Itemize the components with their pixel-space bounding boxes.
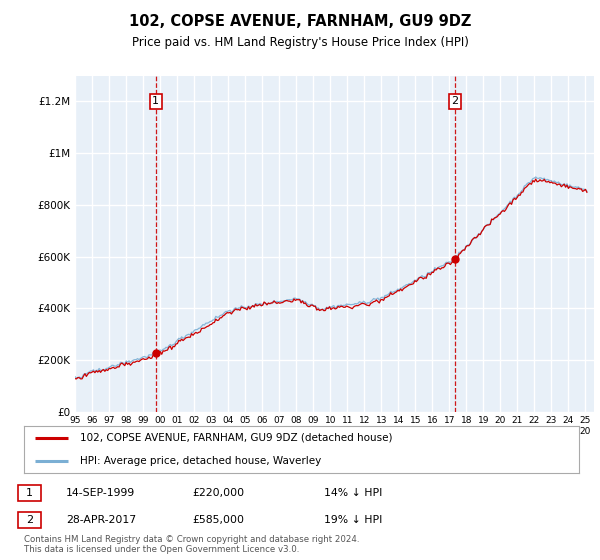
Text: 102, COPSE AVENUE, FARNHAM, GU9 9DZ: 102, COPSE AVENUE, FARNHAM, GU9 9DZ [129, 14, 471, 29]
Text: £585,000: £585,000 [192, 515, 244, 525]
Text: £220,000: £220,000 [192, 488, 244, 498]
Text: HPI: Average price, detached house, Waverley: HPI: Average price, detached house, Wave… [79, 456, 321, 466]
Text: 1: 1 [152, 96, 160, 106]
Text: 102, COPSE AVENUE, FARNHAM, GU9 9DZ (detached house): 102, COPSE AVENUE, FARNHAM, GU9 9DZ (det… [79, 432, 392, 442]
Text: Price paid vs. HM Land Registry's House Price Index (HPI): Price paid vs. HM Land Registry's House … [131, 36, 469, 49]
Text: 2: 2 [451, 96, 458, 106]
Text: 28-APR-2017: 28-APR-2017 [66, 515, 136, 525]
Text: 14% ↓ HPI: 14% ↓ HPI [324, 488, 382, 498]
Text: 19% ↓ HPI: 19% ↓ HPI [324, 515, 382, 525]
Text: Contains HM Land Registry data © Crown copyright and database right 2024.
This d: Contains HM Land Registry data © Crown c… [24, 535, 359, 554]
Text: 1: 1 [26, 488, 33, 498]
Text: 14-SEP-1999: 14-SEP-1999 [66, 488, 135, 498]
Text: 2: 2 [26, 515, 33, 525]
